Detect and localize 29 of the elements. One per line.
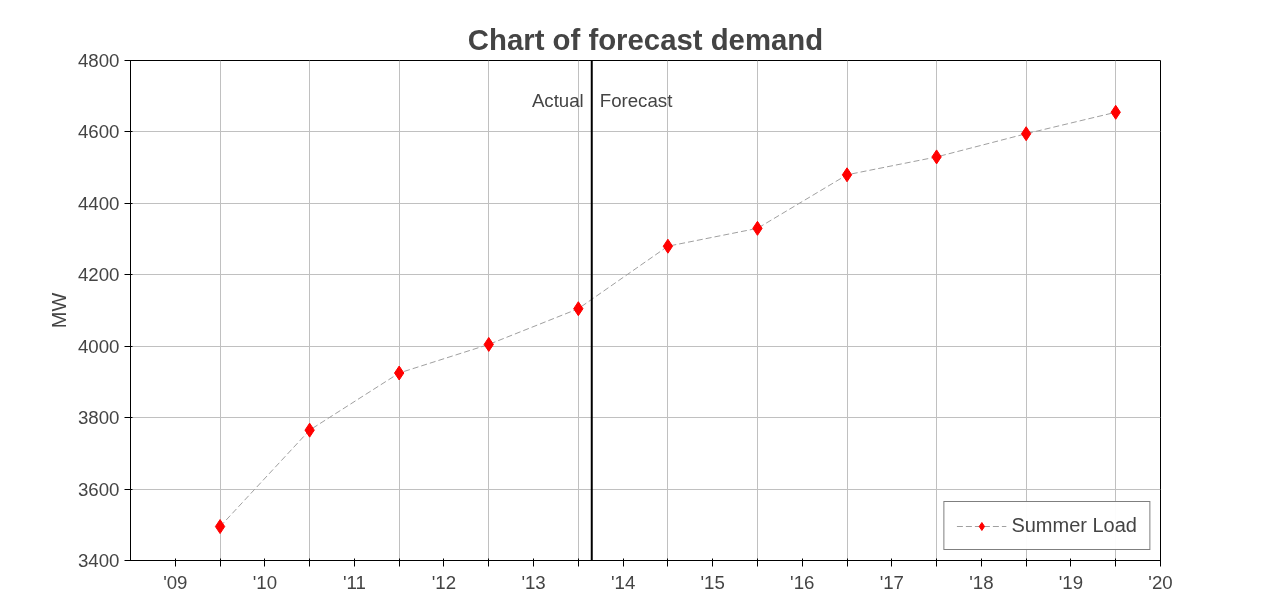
point (662, 238, 674, 254)
y-tick-label: 4400 (78, 192, 120, 214)
x-tick-label: '13 (521, 571, 546, 593)
y-tick-label: 4200 (78, 264, 120, 286)
x-tick-label: '18 (969, 571, 994, 593)
x-tick-label: '15 (700, 571, 725, 593)
legend-label: Summer Load (1011, 514, 1137, 537)
annotation: Actual (531, 90, 584, 111)
y-tick-label: 3800 (78, 407, 120, 429)
x-tick-label: '16 (790, 571, 815, 593)
x-tick-label: '09 (163, 571, 188, 593)
y-tick-label: 4000 (78, 335, 120, 357)
x-tick-label: '19 (1058, 571, 1084, 593)
x-tick-label: '17 (879, 571, 904, 593)
y-axis-title: MW (48, 292, 70, 329)
x-tick-label: '10 (252, 571, 278, 593)
x-tick-label: '12 (431, 571, 457, 593)
y-tick-label: 3600 (78, 478, 120, 500)
point (1020, 126, 1032, 142)
annotation: Forecast (599, 90, 674, 111)
y-tick-label: 4600 (78, 121, 120, 143)
x-tick-label: '20 (1148, 571, 1173, 593)
x-tick-label: '11 (342, 571, 366, 593)
point (841, 167, 853, 183)
y-tick-label: 3400 (78, 550, 120, 571)
point (214, 519, 226, 535)
chart-title: Chart of forecast demand (467, 22, 824, 56)
x-tick-label: '14 (610, 571, 636, 593)
y-tick-label: 4800 (78, 50, 120, 71)
